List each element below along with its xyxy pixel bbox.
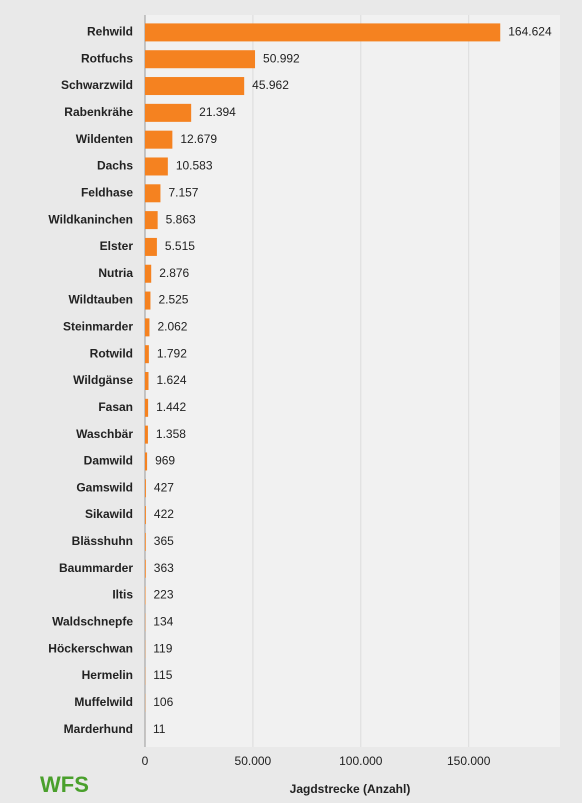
value-label: 422 xyxy=(154,507,174,521)
y-tick-label: Rotfuchs xyxy=(81,51,133,65)
y-tick-label: Muffelwild xyxy=(74,695,133,709)
value-label: 119 xyxy=(153,641,172,655)
bar xyxy=(145,479,146,498)
x-tick-label: 0 xyxy=(142,754,149,768)
y-tick-label: Wildkaninchen xyxy=(48,212,133,226)
y-tick-label: Rabenkrähe xyxy=(64,105,133,119)
value-label: 50.992 xyxy=(263,51,300,65)
x-axis-title: Jagdstrecke (Anzahl) xyxy=(290,782,411,796)
y-tick-label: Feldhase xyxy=(81,185,133,199)
bar xyxy=(145,184,161,203)
value-label: 2.525 xyxy=(158,293,188,307)
bar xyxy=(145,452,148,471)
y-tick-label: Hermelin xyxy=(82,668,133,682)
bar xyxy=(145,23,501,42)
bar xyxy=(145,559,146,578)
bar xyxy=(145,50,256,69)
value-label: 365 xyxy=(154,534,174,548)
value-label: 427 xyxy=(154,480,174,494)
bar xyxy=(145,398,149,417)
bar xyxy=(145,237,157,256)
value-label: 115 xyxy=(153,668,172,682)
y-tick-label: Damwild xyxy=(84,454,133,468)
value-label: 5.863 xyxy=(166,212,196,226)
value-label: 1.792 xyxy=(157,346,187,360)
y-tick-label: Fasan xyxy=(98,400,133,414)
logo: WFS xyxy=(40,772,89,797)
bar xyxy=(145,211,158,230)
value-label: 11 xyxy=(153,722,166,736)
bar xyxy=(145,264,152,283)
value-label: 7.157 xyxy=(168,185,198,199)
value-label: 2.876 xyxy=(159,266,189,280)
y-tick-label: Elster xyxy=(100,239,134,253)
bar xyxy=(145,372,149,390)
value-label: 1.442 xyxy=(156,400,186,414)
value-label: 45.962 xyxy=(252,78,289,92)
y-tick-label: Gamswild xyxy=(76,480,133,494)
y-tick-label: Waschbär xyxy=(76,427,133,441)
y-tick-label: Rehwild xyxy=(87,25,133,39)
value-label: 969 xyxy=(155,454,175,468)
x-tick-label: 150.000 xyxy=(447,754,491,768)
value-label: 2.062 xyxy=(157,320,187,334)
x-tick-label: 100.000 xyxy=(339,754,383,768)
bar xyxy=(145,506,146,525)
y-tick-label: Schwarzwild xyxy=(61,78,133,92)
y-tick-label: Rotwild xyxy=(90,346,133,360)
y-tick-label: Nutria xyxy=(98,266,133,280)
bar xyxy=(145,532,146,551)
plot-area xyxy=(145,15,560,747)
value-label: 21.394 xyxy=(199,105,236,119)
value-label: 1.624 xyxy=(157,373,187,387)
value-label: 10.583 xyxy=(176,159,213,173)
value-label: 223 xyxy=(153,588,173,602)
value-label: 134 xyxy=(153,615,173,629)
value-label: 363 xyxy=(154,561,174,575)
value-label: 1.358 xyxy=(156,427,186,441)
y-tick-label: Baummarder xyxy=(59,561,133,575)
bar xyxy=(145,345,149,364)
x-tick-label: 50.000 xyxy=(235,754,272,768)
bar xyxy=(145,291,151,310)
bar xyxy=(145,157,168,176)
bar xyxy=(145,130,173,149)
y-tick-label: Wildenten xyxy=(76,132,133,146)
bar xyxy=(145,103,192,122)
y-tick-label: Wildtauben xyxy=(68,293,133,307)
value-label: 5.515 xyxy=(165,239,195,253)
y-tick-label: Waldschnepfe xyxy=(52,615,133,629)
bar xyxy=(145,77,245,96)
value-label: 106 xyxy=(153,695,173,709)
value-label: 12.679 xyxy=(180,132,217,146)
value-label: 164.624 xyxy=(508,25,552,39)
y-tick-label: Marderhund xyxy=(64,722,133,736)
y-tick-label: Höckerschwan xyxy=(48,641,133,655)
bar xyxy=(145,425,148,444)
y-tick-label: Blässhuhn xyxy=(72,534,133,548)
bar xyxy=(145,318,150,337)
y-tick-label: Wildgänse xyxy=(73,373,133,387)
y-tick-label: Sikawild xyxy=(85,507,133,521)
y-tick-label: Iltis xyxy=(112,588,133,602)
y-tick-label: Dachs xyxy=(97,159,133,173)
y-tick-label: Steinmarder xyxy=(63,320,133,334)
